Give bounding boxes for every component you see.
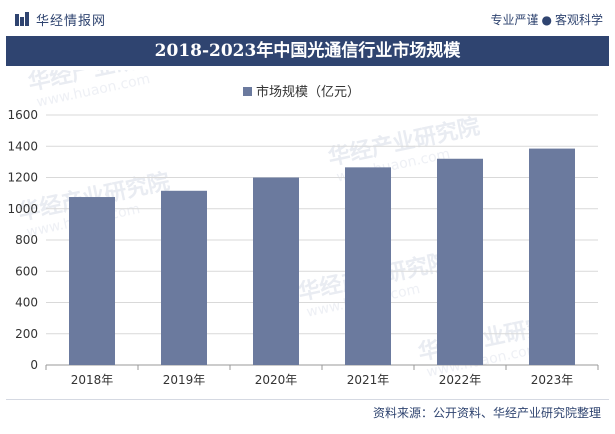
x-tick-label: 2022年 xyxy=(439,373,482,387)
y-tick-label: 1600 xyxy=(7,108,38,122)
y-tick-label: 0 xyxy=(30,358,38,372)
x-tick-label: 2021年 xyxy=(347,373,390,387)
x-tick-label: 2020年 xyxy=(255,373,298,387)
source-note: 资料来源：公开资料、华经产业研究院整理 xyxy=(372,406,601,420)
y-tick-label: 600 xyxy=(15,264,38,278)
bar xyxy=(253,177,299,365)
brand-name: 华经情报网 xyxy=(36,14,107,29)
legend-swatch xyxy=(243,87,252,96)
slogan-right: 客观科学 xyxy=(554,13,603,27)
logo-icon xyxy=(15,12,29,26)
x-tick-label: 2023年 xyxy=(531,373,574,387)
y-tick-label: 1000 xyxy=(7,202,38,216)
y-tick-label: 400 xyxy=(15,296,38,310)
slogan-dot: ● xyxy=(541,13,552,27)
chart-title: 2018-2023年中国光通信行业市场规模 xyxy=(6,36,609,66)
x-tick-label: 2019年 xyxy=(163,373,206,387)
y-tick-label: 1400 xyxy=(7,139,38,153)
header: 华经情报网 专业严谨 ● 客观科学 xyxy=(0,0,615,34)
bar xyxy=(437,158,483,365)
x-tick-label: 2018年 xyxy=(71,373,114,387)
footer-divider xyxy=(6,399,609,400)
legend-label: 市场规模（亿元） xyxy=(256,84,360,100)
y-tick-label: 800 xyxy=(15,233,38,247)
y-tick-label: 1200 xyxy=(7,171,38,185)
bar xyxy=(345,167,391,365)
bar xyxy=(529,148,575,365)
chart-area: 华经产业研究院www.huaon.com华经产业研究院www.huaon.com… xyxy=(0,38,615,400)
slogan-left: 专业严谨 xyxy=(490,13,539,27)
bar-chart: 华经产业研究院www.huaon.com华经产业研究院www.huaon.com… xyxy=(7,38,599,387)
bar xyxy=(69,197,115,365)
slogan: 专业严谨 ● 客观科学 xyxy=(490,11,603,28)
bar xyxy=(161,190,207,365)
y-tick-label: 200 xyxy=(15,327,38,341)
